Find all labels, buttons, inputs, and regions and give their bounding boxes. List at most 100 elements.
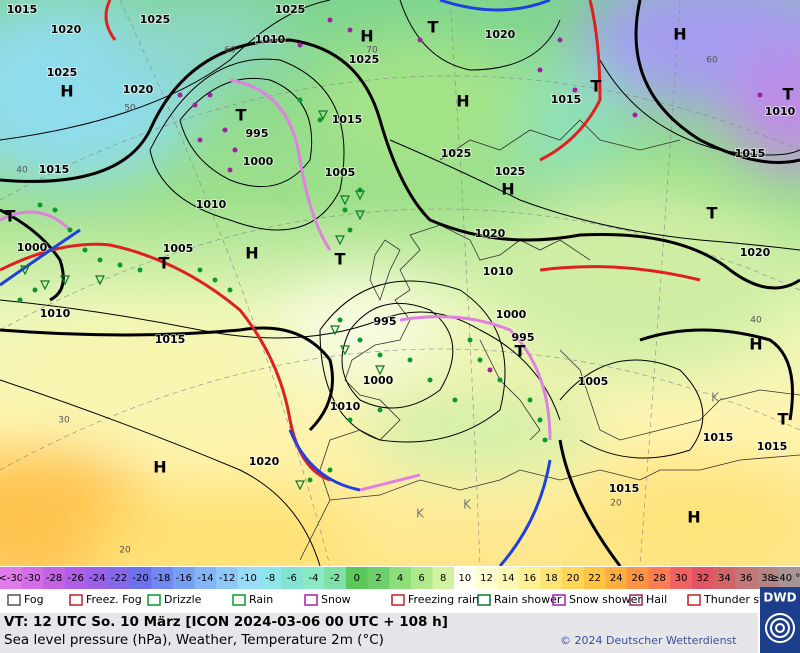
pressure-center: H bbox=[687, 508, 700, 527]
rain-shower-symbol bbox=[295, 480, 305, 491]
scale-swatch bbox=[108, 567, 131, 589]
pressure-center: T bbox=[5, 207, 16, 226]
legend-label: Freezing rain bbox=[408, 593, 479, 606]
isobar-label: 995 bbox=[246, 127, 269, 140]
rain-symbol bbox=[52, 207, 58, 213]
isobar-label: 1015 bbox=[757, 440, 788, 453]
pressure-center: T bbox=[335, 250, 346, 269]
valid-time: VT: 12 UTC So. 10 März [ICON 2024-03-06 … bbox=[4, 614, 448, 630]
legend-icon bbox=[232, 594, 246, 606]
isobar-label: 995 bbox=[374, 315, 397, 328]
legend-icon bbox=[7, 594, 21, 606]
isobar-label: 1020 bbox=[249, 455, 280, 468]
scale-label: -4 bbox=[309, 573, 319, 584]
rain-symbol bbox=[82, 247, 88, 253]
scale-label: 4 bbox=[397, 573, 403, 584]
isobar-label: 1000 bbox=[17, 241, 48, 254]
isobar-label: 1015 bbox=[332, 113, 363, 126]
pressure-center: H bbox=[456, 92, 469, 111]
scale-swatch bbox=[216, 567, 239, 589]
scale-swatch bbox=[497, 567, 520, 589]
legend-label: Snow bbox=[321, 593, 351, 606]
rain-shower-symbol bbox=[355, 210, 365, 221]
scale-swatch bbox=[627, 567, 650, 589]
scale-swatch bbox=[64, 567, 87, 589]
legend-icon bbox=[69, 594, 83, 606]
legend-label: Drizzle bbox=[164, 593, 202, 606]
scale-swatch bbox=[194, 567, 217, 589]
snow-symbol bbox=[572, 87, 578, 93]
fronts bbox=[0, 0, 701, 566]
rain-symbol bbox=[297, 97, 303, 103]
rain-symbol bbox=[527, 397, 533, 403]
rain-shower-symbol bbox=[95, 275, 105, 286]
legend-label: Fog bbox=[24, 593, 44, 606]
rain-symbol bbox=[197, 267, 203, 273]
dwd-logo-spiral bbox=[765, 613, 795, 643]
isobar-label: 1020 bbox=[485, 28, 516, 41]
scale-label: 24 bbox=[610, 573, 623, 584]
snow-symbol bbox=[757, 92, 763, 98]
rain-shower-symbol bbox=[340, 345, 350, 356]
scale-label: -20 bbox=[132, 573, 148, 584]
scale-label: -18 bbox=[154, 573, 170, 584]
scale-label: <-30 bbox=[0, 573, 23, 584]
snow-symbol bbox=[537, 67, 543, 73]
isobar-label: 1025 bbox=[275, 3, 306, 16]
rain-symbol bbox=[327, 467, 333, 473]
isobar-label: 1020 bbox=[123, 83, 154, 96]
cold-marker: K bbox=[711, 391, 720, 405]
weather-legend: Fog Freez. Fog Drizzle Rain Snow Freezing rai… bbox=[7, 593, 785, 606]
isobar-label: 1020 bbox=[51, 23, 82, 36]
scale-label: 10 bbox=[458, 573, 471, 584]
rain-symbol bbox=[227, 287, 233, 293]
scale-swatch bbox=[324, 567, 347, 589]
scale-label: -2 bbox=[330, 573, 340, 584]
legend-label: Rain shower bbox=[494, 593, 562, 606]
pressure-center: H bbox=[749, 335, 762, 354]
pressure-center: T bbox=[778, 410, 789, 429]
scale-label: 8 bbox=[440, 573, 446, 584]
legend-icon bbox=[391, 594, 405, 606]
rain-symbol bbox=[337, 317, 343, 323]
isobar-label: 1010 bbox=[330, 400, 361, 413]
isobars bbox=[0, 0, 800, 566]
legend-label: Hail bbox=[646, 593, 667, 606]
isobar-label: 1010 bbox=[765, 105, 796, 118]
snow-symbol bbox=[417, 37, 423, 43]
rain-symbol bbox=[347, 417, 353, 423]
rain-symbol bbox=[307, 477, 313, 483]
snow-symbol bbox=[207, 92, 213, 98]
scale-label: -24 bbox=[89, 573, 105, 584]
footer-bar bbox=[0, 613, 758, 653]
scale-swatch bbox=[605, 567, 628, 589]
rain-symbol bbox=[357, 187, 363, 193]
rain-symbol bbox=[377, 407, 383, 413]
scale-swatch bbox=[389, 567, 412, 589]
scale-swatch bbox=[302, 567, 325, 589]
isobar-label: 1010 bbox=[196, 198, 227, 211]
legend-icon bbox=[147, 594, 161, 606]
rain-symbol bbox=[467, 337, 473, 343]
rain-symbol bbox=[17, 297, 23, 303]
scale-swatch bbox=[172, 567, 196, 589]
scale-label: -6 bbox=[287, 573, 297, 584]
rain-symbol bbox=[212, 277, 218, 283]
cold-marker: K bbox=[416, 507, 425, 521]
scale-label: -14 bbox=[197, 573, 213, 584]
isobar-label: 1020 bbox=[740, 246, 771, 259]
scale-swatch bbox=[410, 567, 433, 589]
scale-swatch bbox=[0, 567, 23, 589]
snow-symbol bbox=[347, 27, 353, 33]
rain-symbol bbox=[452, 397, 458, 403]
isobar-label: 1000 bbox=[243, 155, 274, 168]
rain-shower-symbol bbox=[340, 195, 350, 206]
temperature-scale: <-30 -30 -28 -26 -24 -22 -20 -18 -16 -14 -12 -10 -8-… bbox=[0, 567, 800, 589]
scale-swatch bbox=[648, 567, 671, 589]
isobar-label: 1005 bbox=[325, 166, 356, 179]
rain-shower-symbol bbox=[335, 235, 345, 246]
rain-shower-symbol bbox=[330, 325, 340, 336]
scale-label: -28 bbox=[46, 573, 62, 584]
